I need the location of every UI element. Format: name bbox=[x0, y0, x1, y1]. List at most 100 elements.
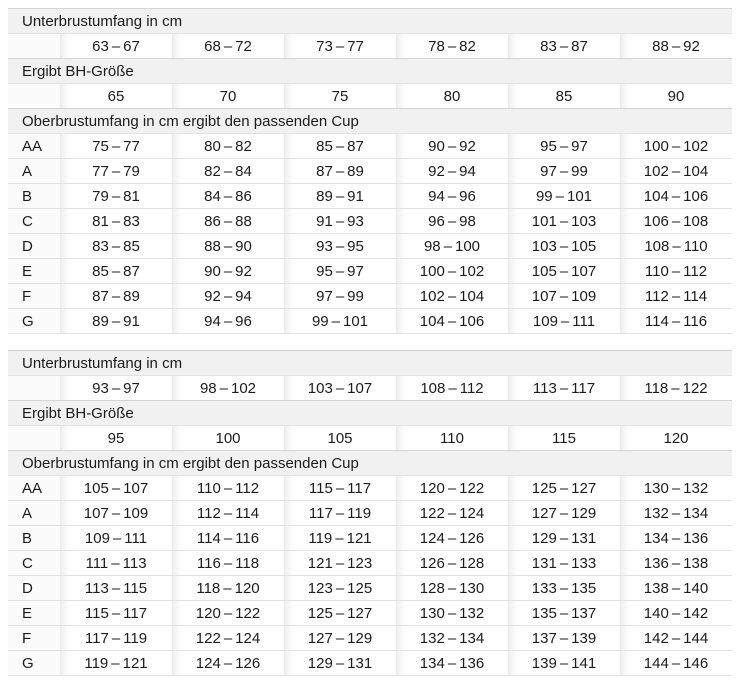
value-cell: 124 – 126 bbox=[396, 526, 508, 550]
value-cell: 123 – 125 bbox=[284, 576, 396, 600]
cup-row-a: A 107 – 109 112 – 114 117 – 119 122 – 124 127… bbox=[8, 500, 732, 525]
value-cell: 114 – 116 bbox=[172, 526, 284, 550]
value-cell: 97 – 99 bbox=[508, 159, 620, 183]
value-cell: 104 – 106 bbox=[396, 309, 508, 333]
size-section-65-90: Unterbrustumfang in cm 63 – 67 68 – 72 73 … bbox=[8, 8, 732, 334]
value-cell: 107 – 109 bbox=[60, 501, 172, 525]
value-cell: 121 – 123 bbox=[284, 551, 396, 575]
value-cell: 138 – 140 bbox=[620, 576, 732, 600]
value-cell: 109 – 111 bbox=[60, 526, 172, 550]
value-cell: 94 – 96 bbox=[172, 309, 284, 333]
value-cell: 112 – 114 bbox=[172, 501, 284, 525]
value-cell: 117 – 119 bbox=[284, 501, 396, 525]
value-cell: 132 – 134 bbox=[396, 626, 508, 650]
value-cell: 79 – 81 bbox=[60, 184, 172, 208]
cup-row-f: F 117 – 119 122 – 124 127 – 129 132 – 134 137… bbox=[8, 625, 732, 650]
value-cell: 84 – 86 bbox=[172, 184, 284, 208]
value-cell: 137 – 139 bbox=[508, 626, 620, 650]
underbust-header-label: Unterbrustumfang in cm bbox=[22, 12, 183, 30]
cup-letter-cell: D bbox=[8, 576, 60, 600]
value-cell: 110 bbox=[396, 426, 508, 450]
value-cell: 125 – 127 bbox=[284, 601, 396, 625]
value-cell: 98 – 100 bbox=[396, 234, 508, 258]
value-cell: 136 – 138 bbox=[620, 551, 732, 575]
value-cell: 103 – 105 bbox=[508, 234, 620, 258]
value-cell: 119 – 121 bbox=[284, 526, 396, 550]
cup-letter-cell: C bbox=[8, 551, 60, 575]
value-cell: 75 bbox=[284, 84, 396, 108]
value-cell: 97 – 99 bbox=[284, 284, 396, 308]
value-cell: 90 – 92 bbox=[396, 134, 508, 158]
value-cell: 88 – 90 bbox=[172, 234, 284, 258]
cup-row-c: C 111 – 113 116 – 118 121 – 123 126 – 128 131… bbox=[8, 550, 732, 575]
cup-letter-cell: A bbox=[8, 159, 60, 183]
value-cell: 128 – 130 bbox=[396, 576, 508, 600]
cup-letter-cell bbox=[8, 426, 60, 450]
bra-size-header-label: Ergibt BH-Größe bbox=[22, 404, 134, 422]
value-cell: 140 – 142 bbox=[620, 601, 732, 625]
value-cell: 122 – 124 bbox=[172, 626, 284, 650]
value-cell: 119 – 121 bbox=[60, 651, 172, 675]
value-cell: 85 bbox=[508, 84, 620, 108]
value-cell: 89 – 91 bbox=[60, 309, 172, 333]
value-cell: 132 – 134 bbox=[620, 501, 732, 525]
cup-letter-cell: B bbox=[8, 526, 60, 550]
value-cell: 88 – 92 bbox=[620, 34, 732, 58]
cup-letter-cell: AA bbox=[8, 476, 60, 500]
value-cell: 127 – 129 bbox=[284, 626, 396, 650]
value-cell: 129 – 131 bbox=[284, 651, 396, 675]
value-cell: 80 bbox=[396, 84, 508, 108]
cup-letter-cell: F bbox=[8, 284, 60, 308]
value-cell: 91 – 93 bbox=[284, 209, 396, 233]
value-cell: 127 – 129 bbox=[508, 501, 620, 525]
value-cell: 87 – 89 bbox=[284, 159, 396, 183]
cup-row-aa: AA 75 – 77 80 – 82 85 – 87 90 – 92 95 – 97 100… bbox=[8, 133, 732, 158]
value-cell: 101 – 103 bbox=[508, 209, 620, 233]
value-cell: 89 – 91 bbox=[284, 184, 396, 208]
cup-row-e: E 85 – 87 90 – 92 95 – 97 100 – 102 105 – 107… bbox=[8, 258, 732, 283]
value-cell: 110 – 112 bbox=[620, 259, 732, 283]
size-section-95-120: Unterbrustumfang in cm 93 – 97 98 – 102 10… bbox=[8, 350, 732, 676]
value-cell: 95 – 97 bbox=[284, 259, 396, 283]
underbust-header-row: Unterbrustumfang in cm bbox=[8, 8, 732, 33]
value-cell: 99 – 101 bbox=[508, 184, 620, 208]
cup-header-label: Oberbrustumfang in cm ergibt den passend… bbox=[22, 454, 359, 472]
value-cell: 116 – 118 bbox=[172, 551, 284, 575]
value-cell: 78 – 82 bbox=[396, 34, 508, 58]
value-cell: 68 – 72 bbox=[172, 34, 284, 58]
value-cell: 105 bbox=[284, 426, 396, 450]
bra-size-header-label: Ergibt BH-Größe bbox=[22, 62, 134, 80]
value-cell: 118 – 122 bbox=[620, 376, 732, 400]
value-cell: 122 – 124 bbox=[396, 501, 508, 525]
underbust-header-row: Unterbrustumfang in cm bbox=[8, 350, 732, 375]
value-cell: 117 – 119 bbox=[60, 626, 172, 650]
value-cell: 73 – 77 bbox=[284, 34, 396, 58]
value-cell: 80 – 82 bbox=[172, 134, 284, 158]
value-cell: 93 – 95 bbox=[284, 234, 396, 258]
value-cell: 108 – 112 bbox=[396, 376, 508, 400]
value-cell: 99 – 101 bbox=[284, 309, 396, 333]
value-cell: 126 – 128 bbox=[396, 551, 508, 575]
cup-row-d: D 113 – 115 118 – 120 123 – 125 128 – 130 133… bbox=[8, 575, 732, 600]
value-cell: 129 – 131 bbox=[508, 526, 620, 550]
underbust-values-row: 93 – 97 98 – 102 103 – 107 108 – 112 113 – 1… bbox=[8, 375, 732, 400]
value-cell: 115 bbox=[508, 426, 620, 450]
value-cell: 87 – 89 bbox=[60, 284, 172, 308]
cup-letter-cell: B bbox=[8, 184, 60, 208]
value-cell: 75 – 77 bbox=[60, 134, 172, 158]
underbust-values-row: 63 – 67 68 – 72 73 – 77 78 – 82 83 – 87 88 – … bbox=[8, 33, 732, 58]
value-cell: 83 – 85 bbox=[60, 234, 172, 258]
value-cell: 110 – 112 bbox=[172, 476, 284, 500]
value-cell: 111 – 113 bbox=[60, 551, 172, 575]
cup-letter-cell: G bbox=[8, 309, 60, 333]
value-cell: 120 – 122 bbox=[172, 601, 284, 625]
value-cell: 94 – 96 bbox=[396, 184, 508, 208]
cup-row-aa: AA 105 – 107 110 – 112 115 – 117 120 – 122 12… bbox=[8, 475, 732, 500]
cup-letter-cell: E bbox=[8, 259, 60, 283]
value-cell: 95 – 97 bbox=[508, 134, 620, 158]
value-cell: 93 – 97 bbox=[60, 376, 172, 400]
cup-row-g: G 89 – 91 94 – 96 99 – 101 104 – 106 109 – 11… bbox=[8, 308, 732, 333]
value-cell: 134 – 136 bbox=[620, 526, 732, 550]
cup-row-a: A 77 – 79 82 – 84 87 – 89 92 – 94 97 – 99 102 … bbox=[8, 158, 732, 183]
value-cell: 130 – 132 bbox=[620, 476, 732, 500]
